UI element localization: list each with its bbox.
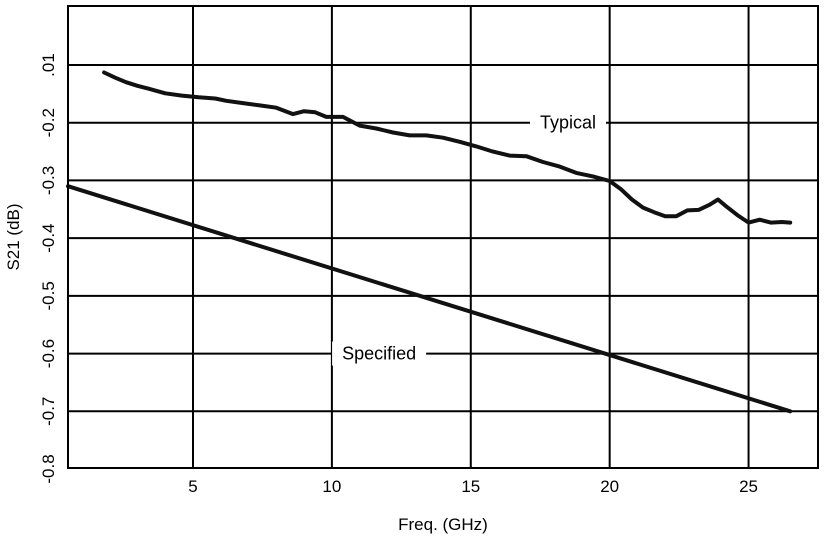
x-tick-label: 5	[188, 477, 197, 496]
x-tick-label: 25	[739, 477, 758, 496]
annotation-specified: Specified	[342, 344, 416, 364]
annotation-background	[529, 110, 607, 135]
x-tick-labels: 5 10 15 20 25	[188, 477, 758, 496]
y-tick-label: -0.2	[39, 108, 58, 137]
y-tick-label: -0.3	[39, 166, 58, 195]
x-tick-label: 15	[461, 477, 480, 496]
y-tick-label: -0.6	[39, 339, 58, 368]
x-tick-label: 10	[322, 477, 341, 496]
plot-area	[68, 6, 818, 468]
series-line-typical	[102, 70, 793, 225]
y-tick-label: -0.5	[39, 281, 58, 310]
series-line-specified	[66, 184, 793, 414]
y-tick-label: -0.8	[39, 454, 58, 483]
x-tick-label: 20	[600, 477, 619, 496]
series-group	[66, 70, 793, 414]
annotation-group: Typical Specified	[332, 110, 607, 366]
annotation-typical: Typical	[540, 113, 596, 133]
y-tick-label: .01	[39, 53, 58, 77]
grid	[68, 6, 818, 468]
y-tick-labels: .01 -0.2 -0.3 -0.4 -0.5 -0.6 -0.7 -0.8	[39, 53, 58, 483]
y-tick-label: -0.7	[39, 397, 58, 426]
x-axis-title: Freq. (GHz)	[398, 515, 488, 534]
annotation-background	[332, 341, 427, 366]
plot-frame	[67, 5, 819, 469]
y-axis-title: S21 (dB)	[4, 203, 23, 270]
y-tick-label: -0.4	[39, 223, 58, 252]
